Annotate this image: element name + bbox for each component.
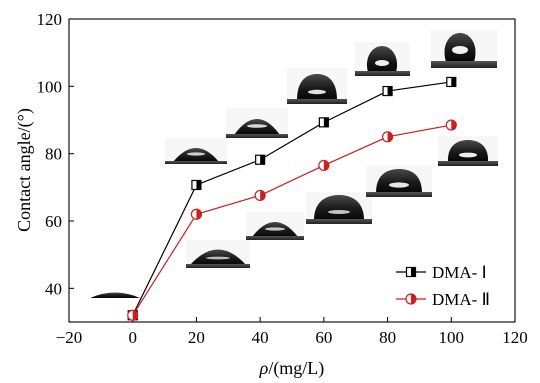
legend-label-dma2: DMA- Ⅱ (432, 290, 490, 309)
plot-frame (68, 18, 516, 323)
droplet-images (90, 30, 498, 298)
droplet-image-dma1-100 (431, 30, 497, 68)
x-tick-label: 100 (439, 328, 465, 347)
data-point-series-2 (318, 159, 330, 172)
data-point-series-2 (445, 119, 457, 131)
series-layer (127, 76, 457, 321)
legend-marker-dma2 (405, 293, 417, 305)
x-tick-label: −20 (56, 328, 83, 347)
data-point-series-1 (191, 179, 202, 191)
x-tick-label: 60 (315, 328, 332, 347)
droplet-image-dma2-80 (366, 165, 432, 197)
data-point-series-1 (446, 76, 457, 88)
x-tick-label: 80 (379, 328, 396, 347)
x-axis-label: ρ/(mg/L) (259, 358, 325, 379)
legend: DMA- Ⅰ DMA- Ⅱ (396, 263, 490, 309)
data-point-series-2 (254, 189, 266, 202)
x-axis-label-symbol: ρ (259, 358, 269, 378)
x-axis-label-unit: /(mg/L) (268, 358, 324, 379)
data-point-series-1 (382, 85, 393, 97)
data-point-series-1 (255, 154, 266, 165)
y-tick-label: 100 (37, 77, 63, 96)
y-tick-label: 40 (45, 279, 62, 298)
x-tick-label: 0 (128, 328, 137, 347)
axis-ticks: −20 0 20 40 60 80 100 120 40 60 80 100 120 (37, 10, 528, 347)
droplet-image-dma2-100 (438, 136, 498, 166)
data-point-series-2 (381, 131, 394, 143)
droplet-image-dma1-40 (226, 108, 288, 138)
series-line-2 (132, 124, 452, 316)
data-point-series-1 (318, 117, 329, 128)
droplet-image-dma1-20 (165, 138, 227, 164)
y-tick-label: 80 (45, 145, 62, 164)
legend-label-dma1: DMA- Ⅰ (432, 263, 487, 282)
x-tick-label: 20 (188, 328, 205, 347)
x-tick-label: 120 (502, 328, 528, 347)
droplet-image-dma2-40 (246, 212, 304, 240)
droplet-image-dma1-60 (287, 68, 347, 104)
y-tick-label: 60 (45, 212, 62, 231)
data-point-series-2 (127, 309, 139, 321)
series-line-1 (132, 81, 452, 316)
droplet-image-dma2-20 (186, 240, 250, 268)
y-tick-label: 120 (37, 10, 63, 29)
x-tick-label: 40 (252, 328, 269, 347)
droplet-image-dma1-80 (355, 42, 410, 76)
data-point-series-2 (190, 208, 203, 220)
droplet-image-ref-0 (90, 292, 140, 298)
legend-marker-dma1 (405, 266, 417, 278)
droplet-image-dma2-60 (306, 192, 372, 224)
y-axis-label: Contact angle/(°) (14, 108, 35, 232)
